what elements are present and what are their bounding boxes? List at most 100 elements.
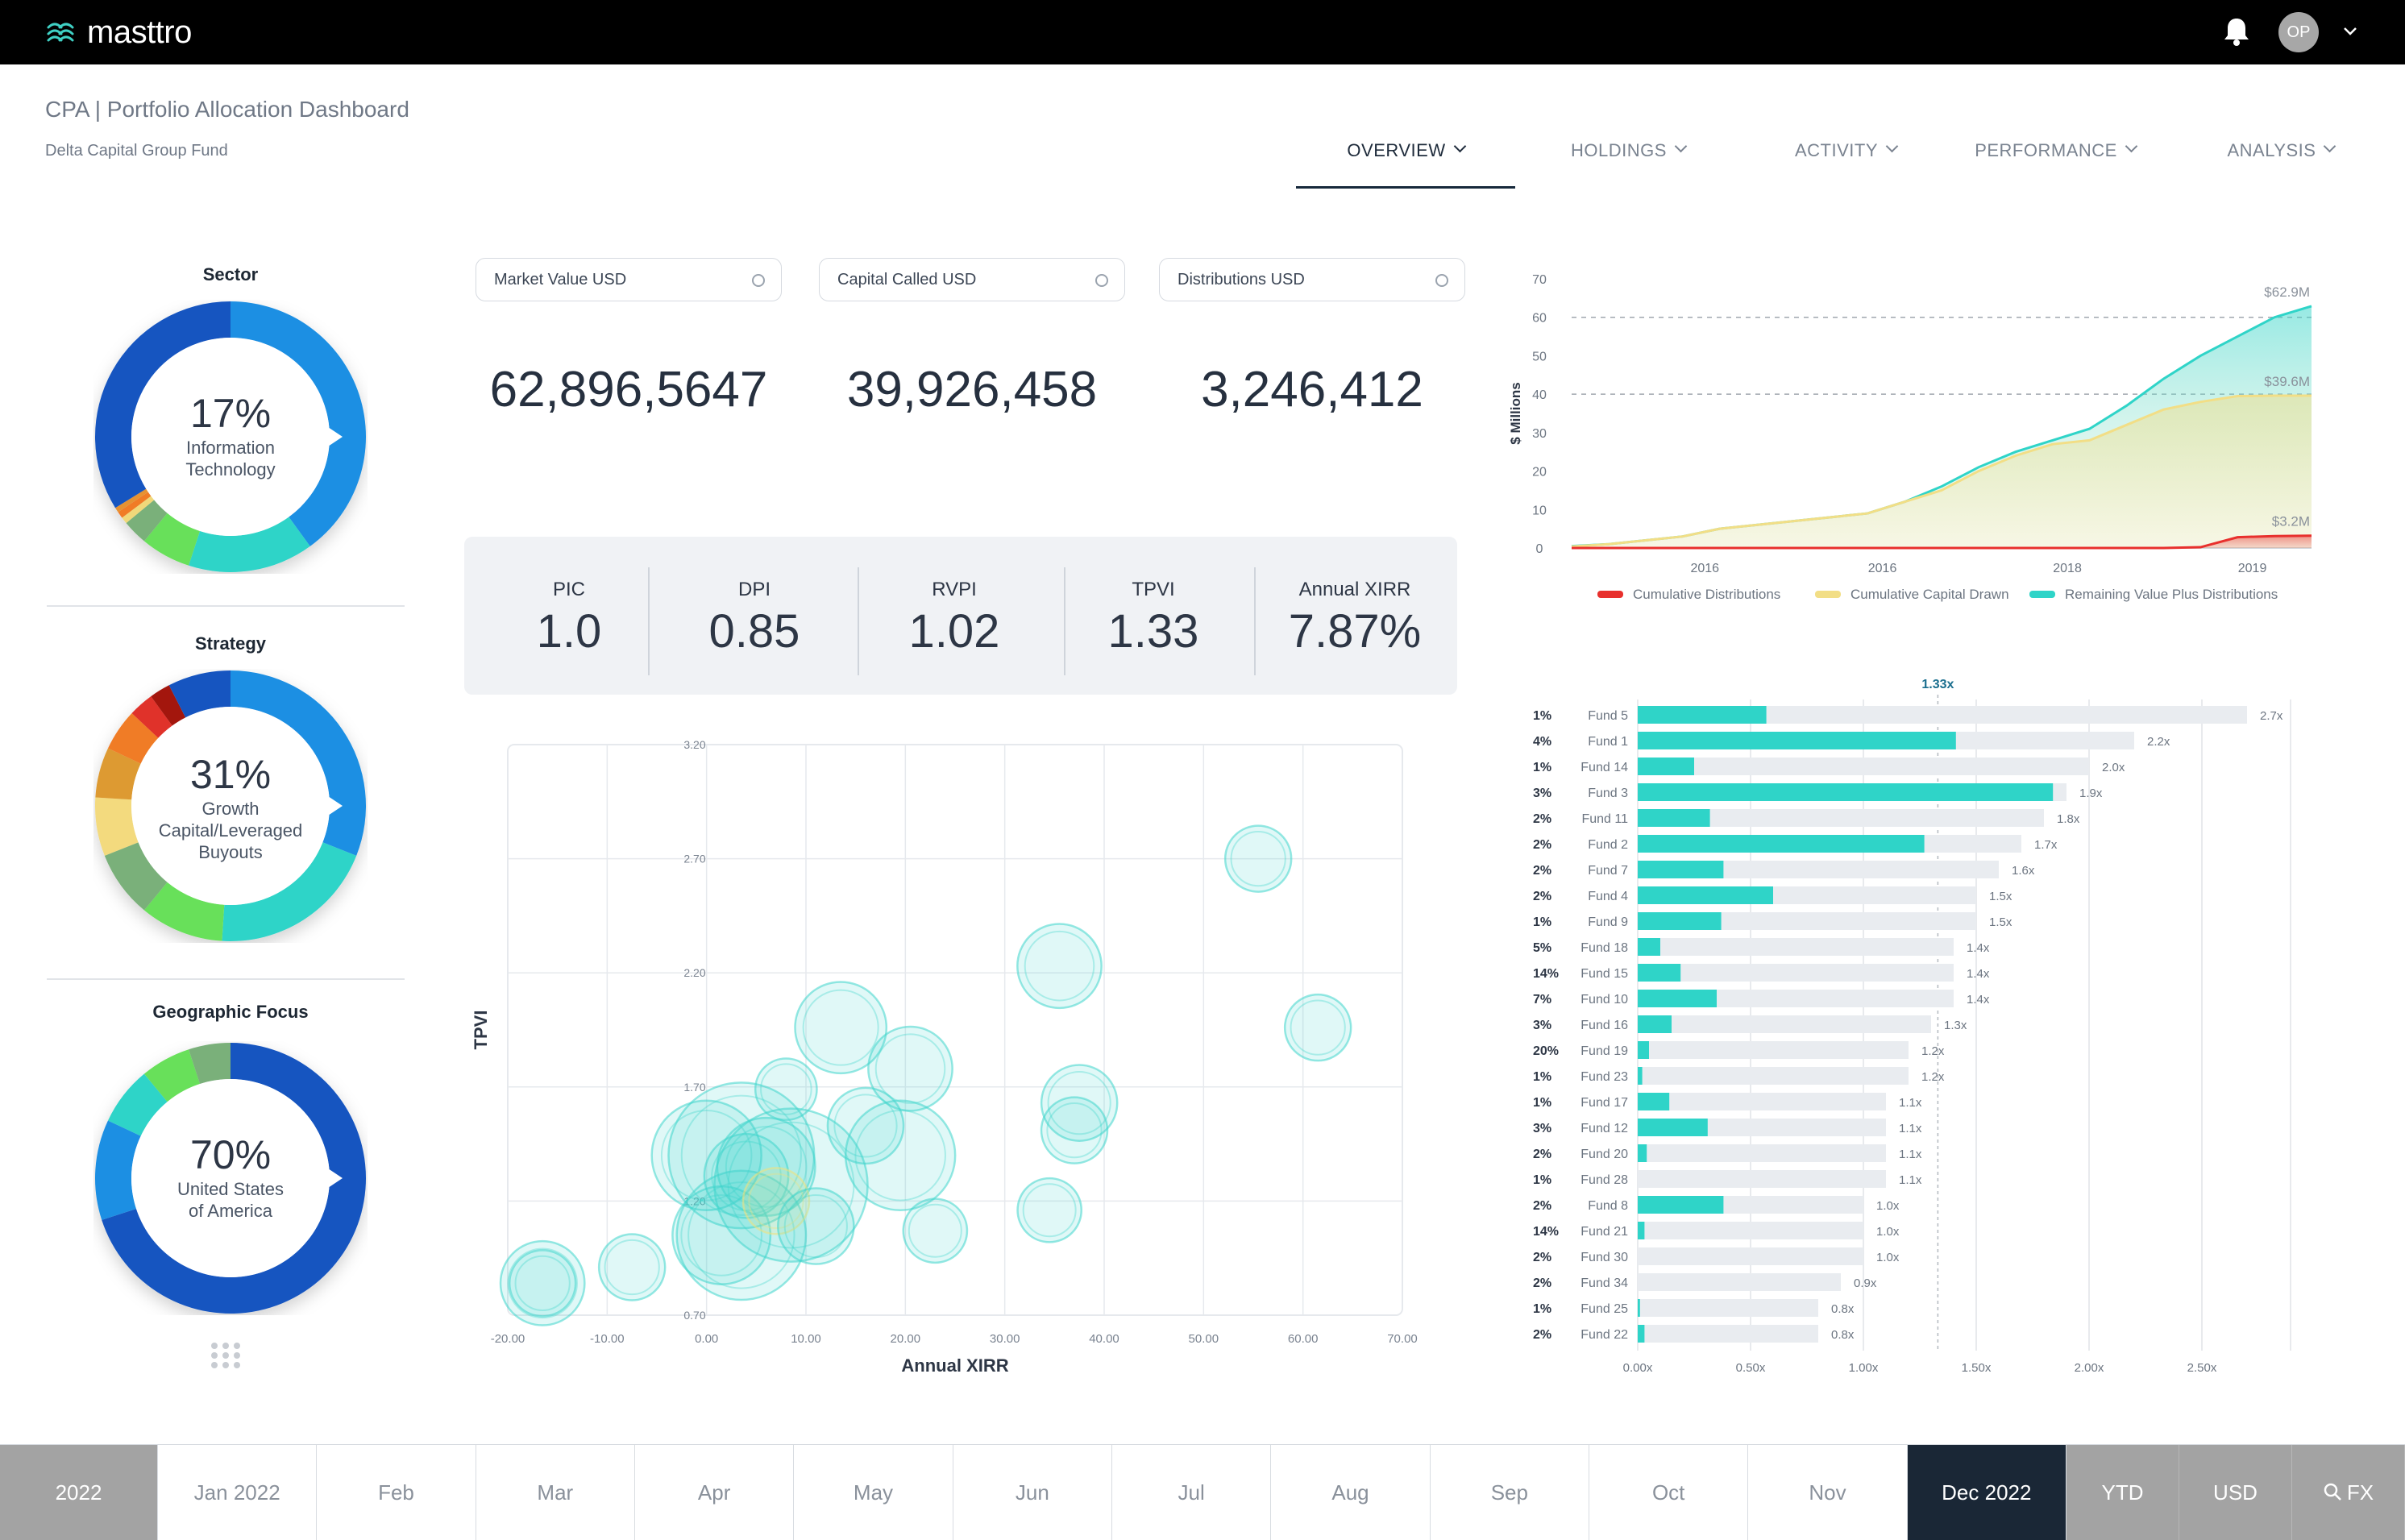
bar-total bbox=[1638, 1325, 1818, 1343]
ytd-button[interactable]: YTD bbox=[2066, 1445, 2179, 1540]
bar-total bbox=[1638, 1144, 1886, 1162]
strategy-donut-chart[interactable] bbox=[93, 669, 368, 943]
currency-button[interactable]: USD bbox=[2179, 1445, 2292, 1540]
y-tick-label: 1.70 bbox=[683, 1081, 705, 1094]
sector-donut-center: 17% Information Technology bbox=[134, 390, 327, 480]
area-series-line bbox=[1571, 394, 2312, 548]
bubble-inner-ring bbox=[687, 1181, 795, 1289]
capital-called-selector[interactable]: Capital Called USD bbox=[819, 258, 1125, 301]
brand-name: masttro bbox=[87, 15, 192, 50]
bar-total bbox=[1638, 1067, 1909, 1085]
fx-button[interactable]: FX bbox=[2292, 1445, 2405, 1540]
month-mar[interactable]: Mar bbox=[476, 1445, 635, 1540]
reference-label: 1.33x bbox=[1921, 678, 1954, 691]
bar-total bbox=[1638, 861, 1999, 878]
drag-grip-icon[interactable] bbox=[210, 1341, 242, 1370]
kpi-xirr-label: Annual XIRR bbox=[1298, 579, 1411, 600]
x-tick-label: 2018 bbox=[2053, 562, 2082, 575]
fund-weight: 2% bbox=[1533, 1199, 1551, 1213]
month-aug[interactable]: Aug bbox=[1271, 1445, 1431, 1540]
geographic-donut-chart[interactable] bbox=[93, 1041, 368, 1315]
bar-total bbox=[1638, 1093, 1886, 1110]
bubble-inner-ring bbox=[802, 989, 879, 1066]
tab-activity[interactable]: ACTIVITY bbox=[1765, 135, 1926, 189]
year-selector[interactable]: 2022 bbox=[0, 1445, 158, 1540]
user-menu-chevron-down-icon[interactable] bbox=[2341, 23, 2359, 40]
fund-name: Fund 8 bbox=[1588, 1199, 1628, 1213]
donut-pointer-icon bbox=[328, 796, 343, 816]
bar-realized bbox=[1638, 990, 1717, 1007]
y-axis-label: TPVI bbox=[471, 1011, 491, 1050]
kpi-xirr-value: 7.87% bbox=[1288, 605, 1422, 658]
y-tick-label: 40 bbox=[1532, 388, 1547, 402]
bubble-inner-ring bbox=[1230, 830, 1286, 887]
brand-logo[interactable]: masttro bbox=[44, 15, 192, 51]
donut-hole bbox=[131, 338, 330, 536]
month-nov[interactable]: Nov bbox=[1748, 1445, 1908, 1540]
distributions-selector[interactable]: Distributions USD bbox=[1159, 258, 1465, 301]
tab-analysis[interactable]: ANALYSIS bbox=[2200, 135, 2361, 189]
sector-donut-chart[interactable] bbox=[93, 300, 368, 574]
bar-realized bbox=[1638, 1196, 1724, 1214]
bubble bbox=[650, 1099, 762, 1212]
month-jan-2022[interactable]: Jan 2022 bbox=[158, 1445, 318, 1540]
bubble-inner-ring bbox=[711, 1140, 782, 1212]
kpi-annual-xirr: Annual XIRR 7.87% bbox=[1262, 579, 1448, 658]
cumulative-value-area-chart[interactable]: 0 10 20 30 40 50 60 70 $62.9M $39.6M $3.2M 2016 2016… bbox=[1507, 266, 2337, 612]
month-sep[interactable]: Sep bbox=[1431, 1445, 1589, 1540]
x-tick-label: 1.50x bbox=[1962, 1361, 1992, 1375]
end-value-label: $39.6M bbox=[2264, 374, 2310, 389]
x-tick-label: 2016 bbox=[1690, 562, 1719, 575]
month-oct[interactable]: Oct bbox=[1589, 1445, 1749, 1540]
y-tick-label: 60 bbox=[1532, 312, 1547, 326]
month-dec-2022[interactable]: Dec 2022 bbox=[1907, 1445, 2066, 1540]
fund-name: Fund 25 bbox=[1580, 1302, 1628, 1316]
notification-bell-icon[interactable] bbox=[2222, 16, 2251, 47]
tpvi-xirr-bubble-chart[interactable]: -20.00 -10.00 0.00 10.00 20.00 30.00 40.00 50.0… bbox=[467, 725, 1435, 1386]
donut-segment bbox=[94, 301, 231, 508]
x-tick-label: 2.00x bbox=[2075, 1361, 2104, 1375]
radio-icon bbox=[1435, 274, 1448, 287]
donut-segment bbox=[95, 797, 139, 856]
donut-hole bbox=[131, 707, 330, 905]
bar-value-label: 1.4x bbox=[1967, 993, 1990, 1007]
bubble-inner-ring bbox=[680, 1194, 762, 1276]
fund-name: Fund 22 bbox=[1580, 1328, 1628, 1342]
kpi-dpi: DPI 0.85 bbox=[666, 579, 843, 658]
area-series-fill bbox=[1572, 396, 2312, 548]
fund-name: Fund 10 bbox=[1580, 993, 1628, 1007]
market-value-selector[interactable]: Market Value USD bbox=[476, 258, 782, 301]
user-avatar[interactable]: OP bbox=[2278, 12, 2319, 52]
bubble bbox=[777, 1187, 855, 1265]
month-jun[interactable]: Jun bbox=[953, 1445, 1112, 1540]
x-tick-label: 2016 bbox=[1868, 562, 1897, 575]
fund-weight: 1% bbox=[1533, 1096, 1551, 1110]
end-value-label: $62.9M bbox=[2264, 284, 2310, 300]
month-jul[interactable]: Jul bbox=[1112, 1445, 1272, 1540]
fund-weight: 2% bbox=[1533, 1276, 1551, 1290]
fund-multiple-bar-chart[interactable]: 0.00x 0.50x 1.00x 1.50x 2.00x 2.50x 1.33x 1% Fun… bbox=[1523, 666, 2337, 1375]
month-apr[interactable]: Apr bbox=[635, 1445, 795, 1540]
fund-name: Fund 19 bbox=[1580, 1044, 1628, 1058]
month-may[interactable]: May bbox=[794, 1445, 953, 1540]
donut-segment bbox=[143, 1049, 200, 1102]
tab-performance-label: PERFORMANCE bbox=[1975, 140, 2117, 160]
month-feb[interactable]: Feb bbox=[317, 1445, 476, 1540]
donut-segment bbox=[115, 488, 148, 513]
bubble-inner-ring bbox=[833, 1094, 898, 1158]
tab-performance[interactable]: PERFORMANCE bbox=[1958, 135, 2152, 189]
bubble-inner-ring bbox=[783, 1193, 848, 1259]
tab-overview[interactable]: OVERVIEW bbox=[1296, 135, 1515, 189]
fund-name: Fund 1 bbox=[1588, 735, 1628, 749]
fund-weight: 1% bbox=[1533, 1173, 1551, 1187]
x-tick-label: -10.00 bbox=[590, 1332, 625, 1346]
tab-holdings[interactable]: HOLDINGS bbox=[1547, 135, 1709, 189]
y-axis-label: $ Millions bbox=[1508, 382, 1523, 444]
bubble bbox=[1283, 993, 1352, 1062]
kpi-separator bbox=[1064, 567, 1065, 675]
donut-segment bbox=[189, 517, 310, 572]
x-tick-label: 2019 bbox=[2238, 562, 2267, 575]
fund-weight: 14% bbox=[1533, 1225, 1559, 1239]
bar-realized bbox=[1638, 1015, 1672, 1033]
bubble bbox=[597, 1233, 667, 1301]
